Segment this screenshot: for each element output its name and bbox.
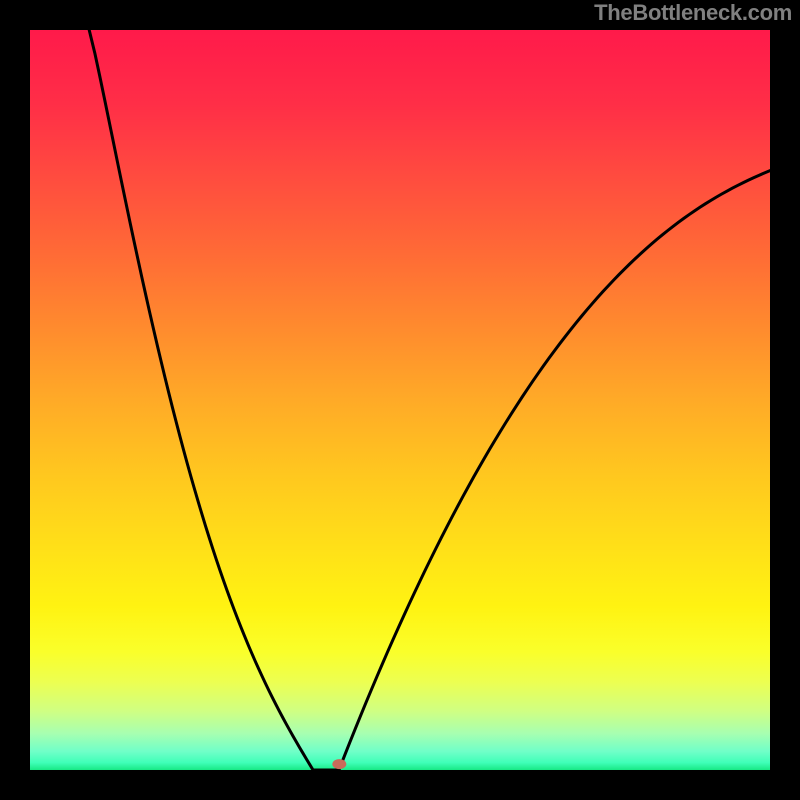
bottleneck-chart-svg (30, 30, 770, 770)
bottleneck-marker (332, 759, 346, 769)
plot-area (30, 30, 770, 770)
chart-container: TheBottleneck.com (0, 0, 800, 800)
gradient-background (30, 30, 770, 770)
watermark-text: TheBottleneck.com (594, 0, 792, 26)
